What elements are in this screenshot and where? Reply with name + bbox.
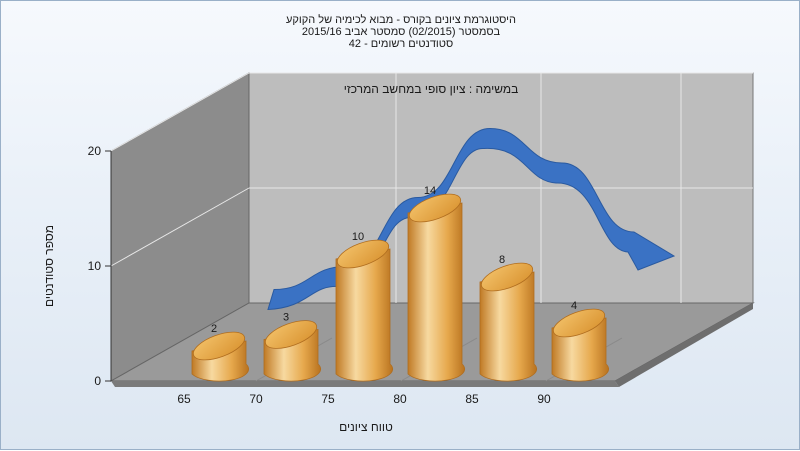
bar-65: 2 [191, 323, 250, 382]
bar-top [408, 193, 462, 223]
bar-top [480, 262, 534, 292]
axes-group: 0 10 20 65 70 75 80 85 90 [88, 144, 551, 406]
chart-title-line-2: בסמסטר (02/2015) סמסטר אביב 2015/16 [301, 26, 501, 38]
x-axis-title: טווח ציונים [339, 420, 393, 434]
data-label-90: 4 [571, 300, 577, 312]
y-tick-20: 20 [88, 144, 102, 158]
data-label-70: 3 [283, 312, 289, 324]
bar-90: 4 [551, 300, 610, 382]
floor-front-edge [111, 381, 619, 387]
data-label-85: 8 [499, 254, 505, 266]
grid-line-side [110, 187, 250, 267]
bar-body [407, 202, 466, 382]
chart-title-line-3: סטודנטים רשומים - 42 [348, 38, 454, 50]
bar-body [479, 271, 538, 382]
x-tick-75: 75 [321, 392, 335, 406]
chart-title-line-1: היסטוגרמת ציונים בקורס - מבוא לכימיה של … [286, 14, 516, 26]
floor-right-edge [615, 303, 753, 387]
x-tick-90: 90 [537, 392, 551, 406]
bar-70: 3 [263, 312, 322, 382]
x-tick-70: 70 [249, 392, 263, 406]
data-label-80: 14 [424, 185, 436, 197]
bar-top [552, 308, 606, 338]
bar-top [264, 320, 318, 349]
data-label-65: 2 [211, 323, 217, 335]
y-tick-10: 10 [88, 259, 102, 273]
x-tick-80: 80 [393, 392, 407, 406]
inner-title: במשימה : ציון סופי במחשב המרכזי [344, 82, 519, 96]
x-tick-85: 85 [465, 392, 479, 406]
x-tick-65: 65 [177, 392, 191, 406]
y-tick-0: 0 [94, 374, 101, 388]
bars-group: 2 3 10 14 8 4 [191, 185, 610, 382]
bar-75: 10 [335, 231, 394, 382]
grid-line-side [110, 72, 250, 152]
bar-top [336, 239, 390, 269]
bar-80: 14 [407, 185, 466, 382]
y-axis-title: מספר סטודנטים [42, 225, 56, 307]
data-label-75: 10 [352, 231, 364, 243]
bar-body [335, 248, 394, 382]
bar-top [192, 331, 246, 361]
bar-85: 8 [479, 254, 538, 382]
